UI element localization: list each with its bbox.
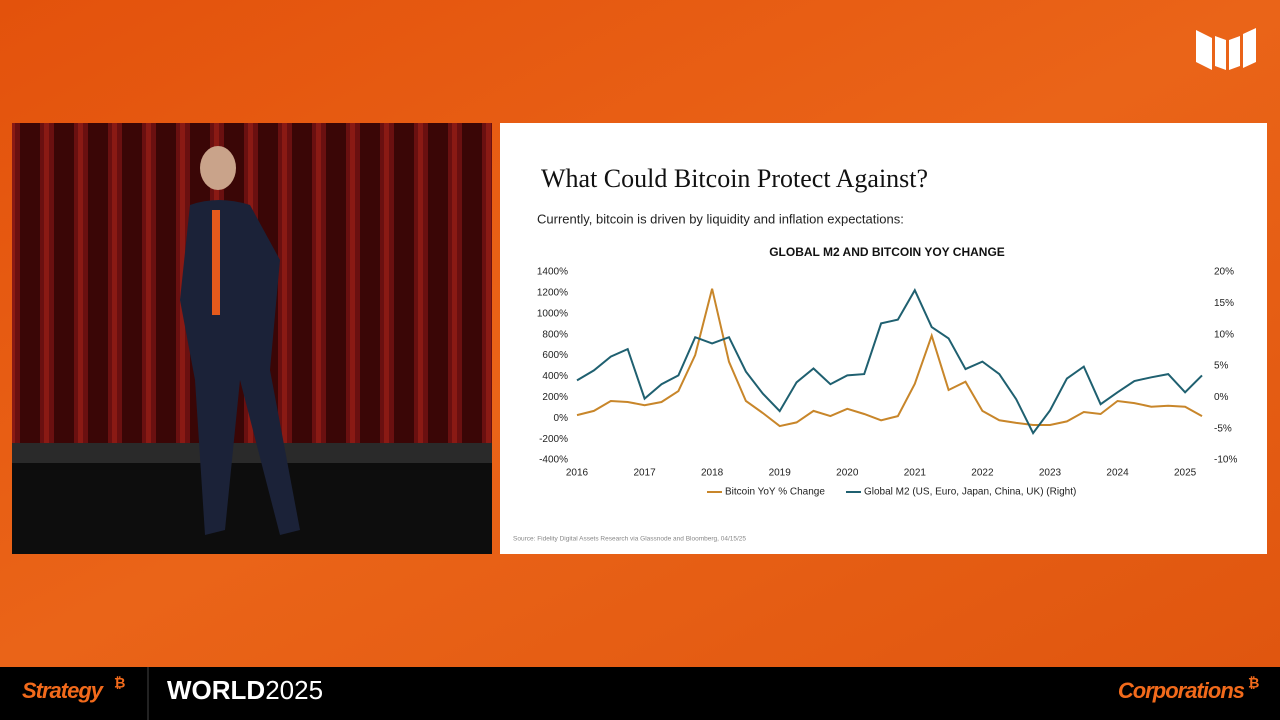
y-tick-label: 200% <box>542 392 568 403</box>
y2-tick-label: 20% <box>1214 267 1234 278</box>
event-word: WORLD <box>167 675 265 705</box>
y2-tick-label: -10% <box>1214 455 1237 466</box>
logo <box>1196 28 1256 70</box>
chart-title: GLOBAL M2 AND BITCOIN YOY CHANGE <box>769 245 1005 259</box>
legend-label: Global M2 (US, Euro, Japan, China, UK) (… <box>864 487 1076 498</box>
slide <box>500 123 1267 554</box>
x-tick-label: 2020 <box>836 468 859 479</box>
event-name: WORLD2025 <box>167 675 323 705</box>
brand-mark: ₿ <box>114 675 125 691</box>
slide-title: What Could Bitcoin Protect Against? <box>541 164 928 193</box>
x-tick-label: 2017 <box>633 468 656 479</box>
x-tick-label: 2018 <box>701 468 724 479</box>
legend-label: Bitcoin YoY % Change <box>725 487 825 498</box>
series-line <box>576 288 1203 435</box>
x-tick-label: 2024 <box>1106 468 1129 479</box>
bottom-bar <box>0 667 1280 720</box>
brand-left: Strategy <box>22 678 105 703</box>
series-line <box>576 288 1203 428</box>
y2-tick-label: 10% <box>1214 329 1234 340</box>
y-tick-label: 400% <box>542 371 568 382</box>
x-tick-label: 2025 <box>1174 468 1197 479</box>
y-tick-label: -200% <box>539 434 568 445</box>
brand-right: Corporations <box>1118 678 1245 703</box>
y-tick-label: 0% <box>554 413 569 424</box>
y2-tick-label: 15% <box>1214 298 1234 309</box>
slide-subtitle: Currently, bitcoin is driven by liquidit… <box>537 211 904 226</box>
y-tick-label: 600% <box>542 350 568 361</box>
y-tick-label: 1200% <box>537 288 568 299</box>
brand-mark: ₿ <box>1248 675 1259 691</box>
y-tick-label: -400% <box>539 455 568 466</box>
plot: -400% -200% 0% 200% 400% 600% 800% 1000% 1200% 14… <box>537 267 1238 498</box>
source-note: Source: Fidelity Digital Assets Research… <box>513 536 746 543</box>
y2-tick-label: 0% <box>1214 392 1229 403</box>
x-tick-label: 2021 <box>904 468 927 479</box>
y-tick-label: 1400% <box>537 267 568 278</box>
event-year: 2025 <box>265 675 323 705</box>
video-panel <box>12 123 492 554</box>
x-tick-label: 2016 <box>566 468 589 479</box>
x-tick-label: 2023 <box>1039 468 1062 479</box>
y2-tick-label: -5% <box>1214 423 1232 434</box>
y-tick-label: 800% <box>542 329 568 340</box>
x-tick-label: 2022 <box>971 468 994 479</box>
y2-tick-label: 5% <box>1214 361 1229 372</box>
y-tick-label: 1000% <box>537 308 568 319</box>
x-tick-label: 2019 <box>769 468 792 479</box>
